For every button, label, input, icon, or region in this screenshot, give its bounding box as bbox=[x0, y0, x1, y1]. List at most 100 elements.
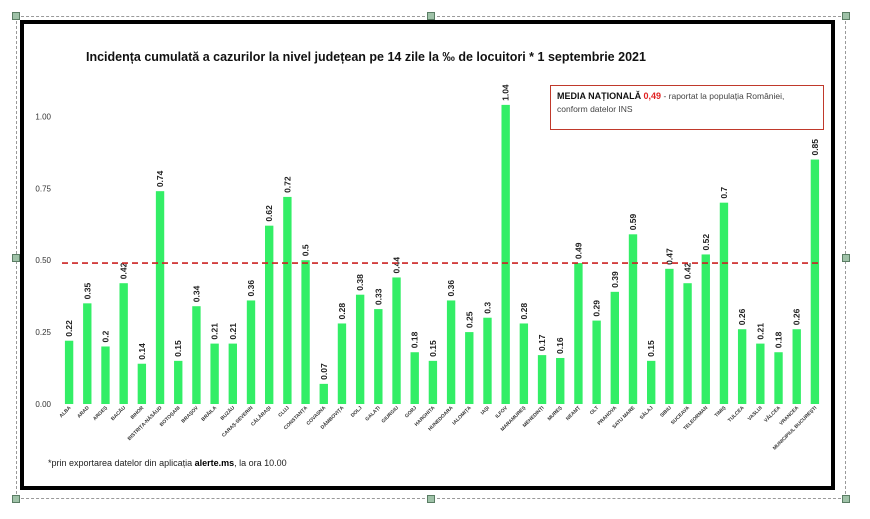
bar bbox=[64, 340, 74, 404]
category-label: BRĂILA bbox=[200, 404, 219, 423]
bar-value-label: 0.26 bbox=[792, 308, 802, 325]
bar-value-label: 0.34 bbox=[191, 285, 201, 302]
bar bbox=[301, 260, 310, 404]
bar bbox=[574, 263, 583, 404]
resize-handle-middle-left[interactable] bbox=[12, 254, 20, 262]
bar bbox=[355, 294, 365, 404]
bar bbox=[628, 234, 638, 404]
bar-chart: 0.00 0.25 0.50 0.75 1.00 0.22 ALBA 0.35 ARAD 0.2 A… bbox=[35, 84, 820, 452]
bar-value-label: 0.21 bbox=[755, 323, 765, 340]
bar bbox=[337, 323, 347, 404]
category-label: BOTOȘANI bbox=[159, 405, 182, 428]
bar-value-label: 0.7 bbox=[719, 187, 729, 199]
category-label: ILFOV bbox=[494, 405, 509, 420]
bar-value-label: 0.49 bbox=[573, 242, 583, 259]
bar-value-label: 0.26 bbox=[737, 308, 747, 325]
category-label: BUZĂU bbox=[219, 404, 237, 422]
category-label: MUREȘ bbox=[547, 405, 564, 422]
category-label: BRAȘOV bbox=[180, 405, 200, 425]
category-label: GALAȚI bbox=[364, 405, 382, 423]
category-label: IALOMIȚA bbox=[451, 405, 473, 427]
bar bbox=[119, 283, 128, 404]
bar-value-label: 0.38 bbox=[355, 274, 365, 291]
category-label: TIMIȘ bbox=[714, 405, 728, 419]
bar-value-label: 0.42 bbox=[683, 262, 693, 279]
bar bbox=[610, 291, 619, 404]
category-label: ARGEȘ bbox=[92, 405, 109, 422]
category-label: CĂLĂRAȘI bbox=[249, 404, 273, 428]
bar-value-label: 0.36 bbox=[246, 280, 256, 297]
bar-value-label: 0.33 bbox=[373, 288, 383, 305]
legend-value: 0,49 bbox=[643, 91, 662, 101]
bar-value-label: 0.21 bbox=[228, 323, 238, 340]
bar-value-label: 0.18 bbox=[410, 331, 420, 348]
footnote-prefix: *prin exportarea datelor din aplicația bbox=[48, 458, 195, 468]
bar-value-label: 0.52 bbox=[701, 234, 711, 251]
category-label: TULCEA bbox=[727, 405, 746, 424]
bar bbox=[428, 360, 438, 404]
bar-value-label: 0.28 bbox=[519, 303, 529, 320]
bar-value-label: 0.21 bbox=[210, 323, 220, 340]
category-label: BACĂU bbox=[109, 404, 127, 422]
category-label: SĂLAJ bbox=[638, 404, 655, 421]
category-label: BIHOR bbox=[130, 405, 146, 421]
bar-value-label: 0.85 bbox=[810, 139, 820, 156]
bar bbox=[556, 357, 565, 404]
category-label: NEAMȚ bbox=[565, 405, 582, 422]
bar bbox=[446, 300, 456, 404]
resize-handle-top-center[interactable] bbox=[427, 12, 435, 20]
resize-handle-middle-right[interactable] bbox=[842, 254, 850, 262]
resize-handle-bottom-right[interactable] bbox=[842, 495, 850, 503]
footnote: *prin exportarea datelor din aplicația a… bbox=[48, 458, 287, 468]
bar bbox=[701, 254, 710, 404]
resize-handle-top-right[interactable] bbox=[842, 12, 850, 20]
bar bbox=[392, 277, 401, 404]
bar bbox=[792, 329, 801, 404]
bar bbox=[192, 306, 201, 404]
bar bbox=[155, 191, 165, 404]
bar bbox=[719, 202, 729, 404]
bar bbox=[737, 329, 747, 404]
category-label: CLUJ bbox=[277, 405, 291, 419]
bar-value-label: 0.39 bbox=[610, 271, 620, 288]
bar-value-label: 0.47 bbox=[664, 248, 674, 265]
bar-value-label: 0.74 bbox=[155, 170, 165, 187]
bar-value-label: 0.15 bbox=[428, 340, 438, 357]
bar-value-label: 0.16 bbox=[555, 337, 565, 354]
bar-value-label: 0.29 bbox=[592, 300, 602, 317]
bar-value-label: 0.35 bbox=[82, 283, 92, 300]
y-tick-label: 0.00 bbox=[35, 400, 51, 409]
chart-frame[interactable]: 0.00 0.25 0.50 0.75 1.00 0.22 ALBA 0.35 ARAD 0.2 A… bbox=[20, 20, 835, 490]
category-label: IAȘI bbox=[480, 405, 492, 417]
bar bbox=[519, 323, 529, 404]
bar-value-label: 0.15 bbox=[646, 340, 656, 357]
bar bbox=[265, 225, 274, 404]
bar-value-label: 1.04 bbox=[501, 84, 511, 101]
y-tick-label: 0.50 bbox=[35, 256, 51, 265]
resize-handle-bottom-left[interactable] bbox=[12, 495, 20, 503]
bar bbox=[756, 343, 765, 404]
bar bbox=[774, 352, 783, 404]
bar-value-label: 0.44 bbox=[392, 257, 402, 274]
resize-handle-bottom-center[interactable] bbox=[427, 495, 435, 503]
bar-value-label: 0.17 bbox=[537, 334, 547, 351]
bar bbox=[246, 300, 256, 404]
resize-handle-top-left[interactable] bbox=[12, 12, 20, 20]
bar-value-label: 0.07 bbox=[319, 363, 329, 380]
y-tick-label: 0.75 bbox=[35, 184, 51, 193]
bar bbox=[683, 283, 692, 404]
bar-value-label: 0.42 bbox=[119, 262, 129, 279]
bar bbox=[374, 309, 383, 404]
category-label: VASLUI bbox=[747, 405, 764, 422]
legend-title: MEDIA NAȚIONALĂ bbox=[557, 91, 642, 101]
bar-value-label: 0.15 bbox=[173, 340, 183, 357]
bar bbox=[483, 317, 492, 404]
bar-value-label: 0.22 bbox=[64, 320, 74, 337]
bar-value-label: 0.36 bbox=[446, 280, 456, 297]
bar-value-label: 0.2 bbox=[100, 330, 110, 342]
bar bbox=[283, 196, 292, 404]
y-tick-label: 1.00 bbox=[35, 112, 51, 121]
bar-value-label: 0.28 bbox=[337, 303, 347, 320]
category-label: DOLJ bbox=[350, 405, 364, 419]
chart-title: Incidența cumulată a cazurilor la nivel … bbox=[86, 50, 646, 64]
